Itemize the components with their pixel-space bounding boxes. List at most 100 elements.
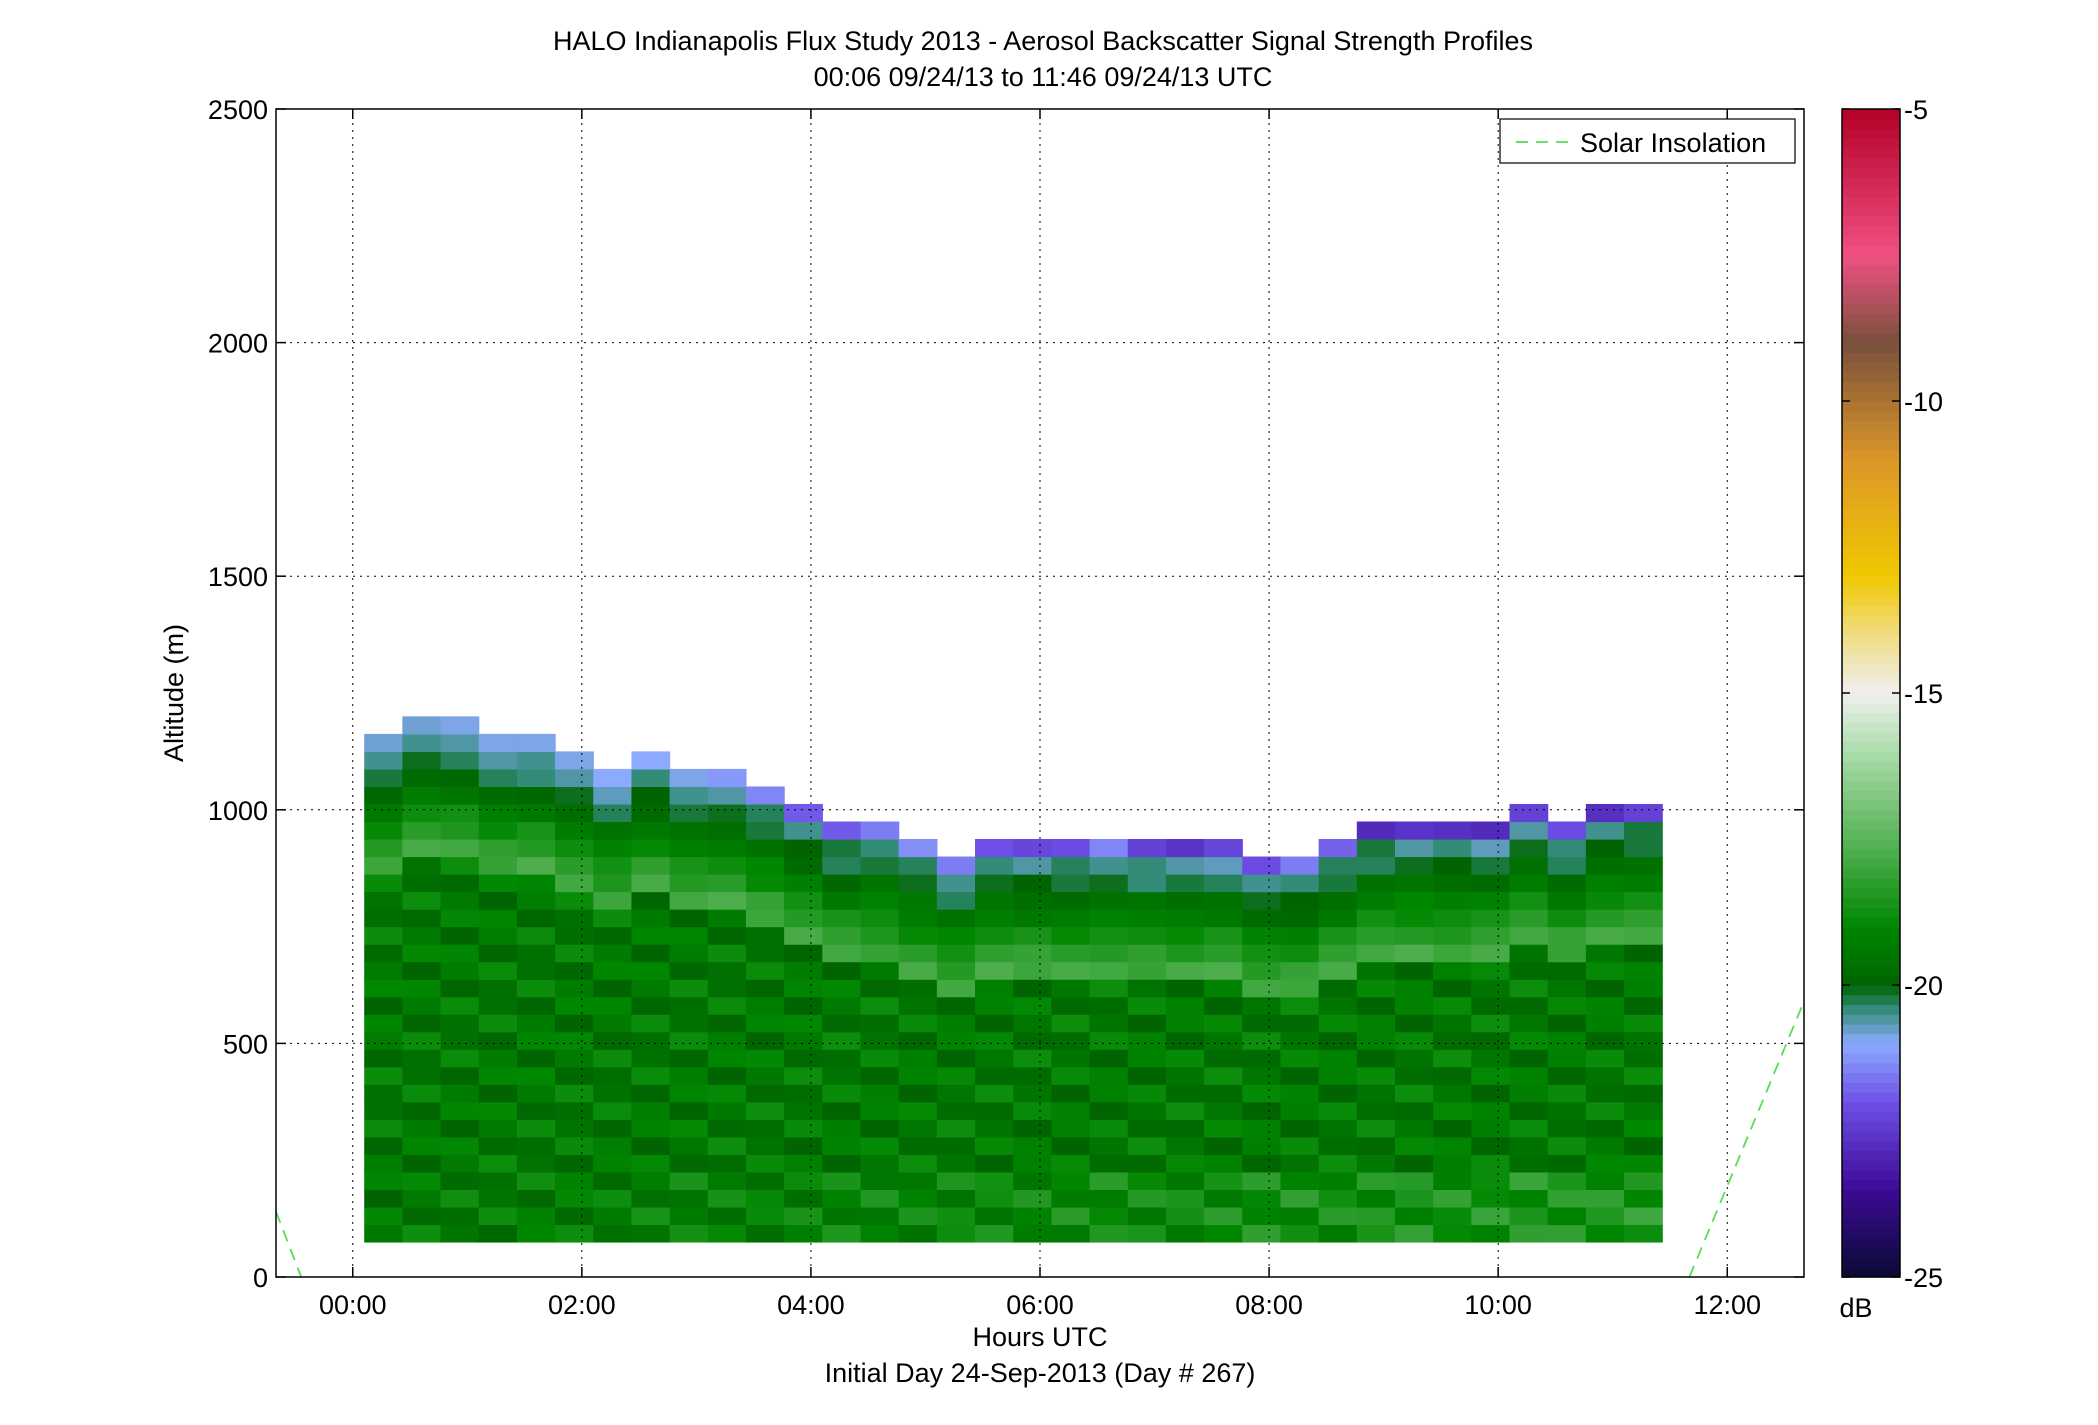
heatmap-cell bbox=[1433, 979, 1472, 998]
heatmap-cell bbox=[860, 1189, 900, 1208]
heatmap-cell bbox=[860, 1014, 900, 1033]
heatmap-cell bbox=[1089, 944, 1129, 963]
heatmap-cell bbox=[1013, 926, 1052, 945]
heatmap-cell bbox=[516, 821, 556, 840]
legend: Solar Insolation bbox=[1499, 118, 1796, 164]
heatmap-cell bbox=[516, 1189, 556, 1208]
colorbar-band bbox=[1842, 186, 1900, 198]
heatmap-cell bbox=[669, 768, 709, 788]
heatmap-cell bbox=[707, 856, 747, 875]
heatmap-cell bbox=[1242, 1206, 1282, 1226]
heatmap-cell bbox=[555, 1171, 594, 1190]
legend-box bbox=[1499, 118, 1796, 164]
heatmap-cell bbox=[707, 1066, 747, 1085]
heatmap-cell bbox=[1013, 874, 1052, 893]
colorbar-band bbox=[1842, 946, 1900, 957]
heatmap-cell bbox=[707, 961, 747, 980]
heatmap-cell bbox=[364, 1084, 403, 1103]
colorbar-band bbox=[1842, 420, 1900, 431]
heatmap-cell bbox=[516, 961, 556, 980]
heatmap-cell bbox=[631, 1171, 671, 1190]
heatmap-cell bbox=[1165, 891, 1205, 910]
heatmap-cell bbox=[1242, 1154, 1282, 1173]
heatmap-cell bbox=[1624, 1224, 1663, 1243]
heatmap-cell bbox=[707, 1084, 747, 1103]
heatmap-cell bbox=[593, 1066, 633, 1085]
heatmap-cell bbox=[1394, 1101, 1434, 1120]
colorbar-band bbox=[1842, 1053, 1900, 1064]
heatmap-cell bbox=[1509, 1136, 1549, 1155]
heatmap-cell bbox=[555, 1066, 594, 1085]
heatmap-cell bbox=[478, 803, 518, 823]
colorbar-band bbox=[1842, 576, 1900, 587]
colorbar-band bbox=[1842, 829, 1900, 840]
heatmap-cell bbox=[593, 1031, 633, 1050]
heatmap-cell bbox=[1585, 1224, 1625, 1243]
heatmap-cell bbox=[402, 926, 442, 945]
heatmap-cell bbox=[975, 1014, 1014, 1033]
heatmap-cell bbox=[822, 926, 862, 945]
heatmap-cell bbox=[1585, 856, 1625, 875]
heatmap-cell bbox=[745, 803, 785, 823]
heatmap-cell bbox=[1471, 1084, 1511, 1103]
colorbar-band bbox=[1842, 1082, 1900, 1093]
colorbar-band bbox=[1842, 722, 1900, 733]
heatmap-cell bbox=[402, 979, 442, 998]
heatmap-cell bbox=[669, 979, 709, 998]
heatmap-cell bbox=[402, 716, 442, 735]
chart-title: HALO Indianapolis Flux Study 2013 - Aero… bbox=[553, 26, 1533, 56]
heatmap-cell bbox=[898, 1031, 938, 1050]
colorbar-band bbox=[1842, 615, 1900, 626]
heatmap-cell bbox=[936, 909, 976, 928]
heatmap-cell bbox=[593, 821, 633, 840]
heatmap-cell bbox=[1433, 1189, 1472, 1208]
colorbar-band bbox=[1842, 955, 1900, 967]
heatmap-cell bbox=[364, 1066, 403, 1085]
heatmap-cell bbox=[1433, 874, 1472, 893]
heatmap-cell bbox=[1433, 1014, 1472, 1033]
colorbar-band bbox=[1842, 985, 1900, 996]
heatmap-cell bbox=[555, 751, 594, 770]
heatmap-cell bbox=[1089, 1066, 1129, 1085]
heatmap-cell bbox=[860, 1206, 900, 1226]
heatmap-cell bbox=[1051, 944, 1091, 963]
heatmap-cell bbox=[1204, 1171, 1243, 1190]
heatmap-cell bbox=[898, 1136, 938, 1155]
x-tick-label: 04:00 bbox=[777, 1290, 845, 1320]
heatmap-cell bbox=[1318, 961, 1358, 980]
heatmap-cell bbox=[1624, 996, 1663, 1015]
heatmap-cell bbox=[1624, 1136, 1663, 1155]
heatmap-cell bbox=[1585, 996, 1625, 1015]
heatmap-cell bbox=[1242, 909, 1282, 928]
heatmap-cell bbox=[1318, 1066, 1358, 1085]
heatmap-cell bbox=[593, 1049, 633, 1068]
legend-solar-label: Solar Insolation bbox=[1580, 128, 1766, 158]
heatmap-cell bbox=[669, 1171, 709, 1190]
colorbar-band bbox=[1842, 498, 1900, 509]
heatmap-cell bbox=[555, 944, 594, 963]
heatmap-cell bbox=[478, 944, 518, 963]
heatmap-cell bbox=[1089, 839, 1129, 858]
heatmap-cell bbox=[1318, 1119, 1358, 1138]
heatmap-cell bbox=[1127, 1189, 1167, 1208]
heatmap-cell bbox=[745, 1206, 785, 1226]
heatmap-cell bbox=[1318, 996, 1358, 1015]
heatmap-cell bbox=[1013, 1084, 1052, 1103]
heatmap-cell bbox=[1318, 856, 1358, 875]
heatmap-cell bbox=[1051, 856, 1091, 875]
heatmap-cell bbox=[1509, 1031, 1549, 1050]
heatmap-cell bbox=[936, 996, 976, 1015]
heatmap-cell bbox=[784, 1189, 823, 1208]
x-tick-label: 02:00 bbox=[548, 1290, 616, 1320]
x-tick-label: 06:00 bbox=[1006, 1290, 1074, 1320]
heatmap-cell bbox=[478, 1206, 518, 1226]
heatmap-cell bbox=[1280, 856, 1320, 875]
heatmap-cell bbox=[1318, 1014, 1358, 1033]
heatmap-cell bbox=[440, 768, 480, 788]
heatmap-cell bbox=[1089, 961, 1129, 980]
heatmap-cell bbox=[822, 821, 862, 840]
heatmap-cell bbox=[555, 1101, 594, 1120]
colorbar-band bbox=[1842, 1131, 1900, 1142]
heatmap-cell bbox=[478, 1189, 518, 1208]
heatmap-cell bbox=[936, 1136, 976, 1155]
